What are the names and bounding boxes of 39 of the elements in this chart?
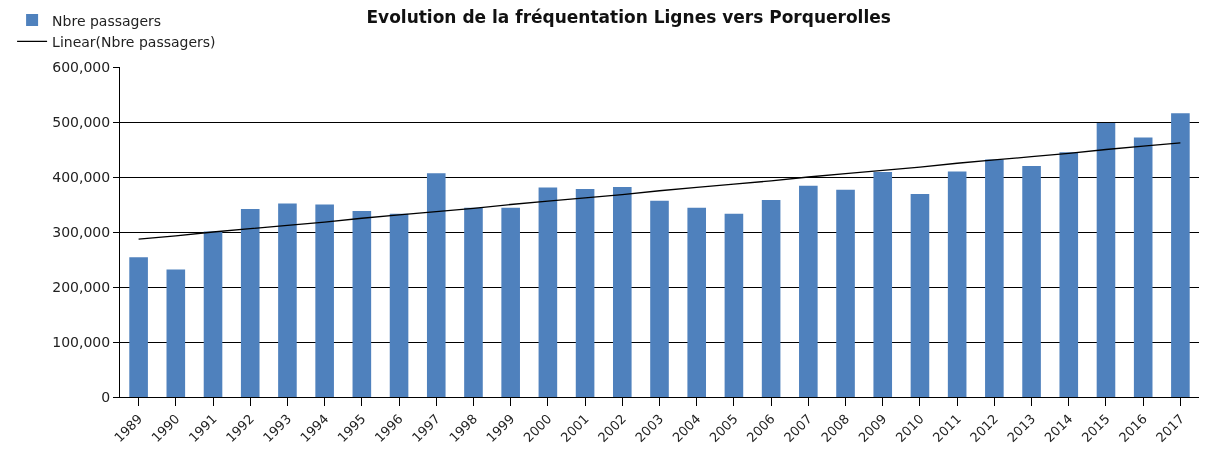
bar: [799, 185, 818, 397]
bar: [687, 207, 707, 397]
bar: [650, 200, 669, 397]
bar: [501, 207, 520, 397]
bar: [464, 207, 483, 397]
bar: [873, 172, 893, 397]
bar: [947, 171, 967, 397]
bar: [1096, 123, 1116, 397]
bar: [129, 257, 148, 397]
y-tick-label: 300,000: [52, 223, 111, 240]
legend-label: Nbre passagers: [52, 12, 162, 29]
bar: [1133, 137, 1153, 397]
bar: [240, 208, 260, 397]
bar: [315, 204, 334, 397]
y-tick-label: 200,000: [52, 278, 111, 295]
bar: [278, 203, 297, 397]
legend-label: Linear(Nbre passagers): [52, 33, 216, 50]
bar: [166, 269, 186, 397]
bar: [985, 159, 1004, 397]
bar: [612, 186, 632, 397]
y-tick-label: 500,000: [52, 113, 111, 130]
bar: [575, 189, 595, 397]
bar: [761, 200, 781, 397]
bar: [352, 211, 372, 397]
bar: [389, 213, 409, 397]
bar: [910, 194, 930, 397]
chart-title: Evolution de la fréquentation Lignes vers Porquerolles: [366, 7, 891, 28]
bar: [203, 231, 223, 397]
bar: [426, 173, 446, 397]
y-tick-label: 400,000: [52, 168, 111, 185]
bar: [724, 213, 744, 397]
bar: [1171, 113, 1190, 397]
y-tick-label: 600,000: [52, 58, 111, 75]
bar: [1059, 152, 1079, 397]
bar: [538, 187, 558, 397]
bar: [1022, 166, 1041, 397]
y-tick-label: 100,000: [52, 333, 111, 350]
bar: [836, 189, 855, 397]
y-tick-label: 0: [101, 388, 111, 405]
